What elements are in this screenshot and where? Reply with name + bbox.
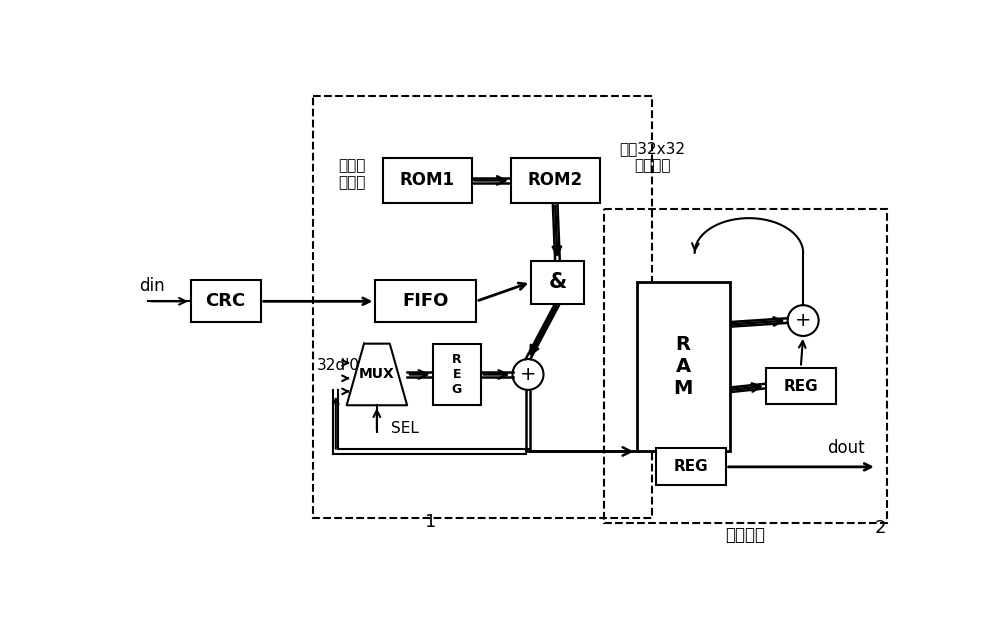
Bar (637, 282, 730, 452)
Bar (531, 261, 584, 303)
Text: R
E
G: R E G (452, 353, 462, 396)
Text: dout: dout (827, 439, 865, 457)
Bar (604, 209, 887, 523)
Text: SEL: SEL (391, 421, 419, 436)
Text: ROM1: ROM1 (400, 171, 455, 190)
Bar (511, 158, 600, 203)
Text: REG: REG (673, 459, 708, 475)
Bar (191, 280, 261, 323)
Text: &: & (548, 272, 567, 292)
Bar (656, 449, 726, 485)
Text: MUX: MUX (359, 368, 395, 381)
Text: CRC: CRC (206, 292, 246, 310)
Text: R
A
M: R A M (673, 335, 693, 398)
Bar (313, 96, 652, 518)
Text: din: din (139, 277, 165, 295)
Bar (433, 344, 481, 405)
Text: +: + (520, 365, 536, 384)
Text: 并串转换: 并串转换 (725, 526, 765, 544)
Text: 2: 2 (875, 520, 886, 538)
Text: 1: 1 (425, 514, 437, 531)
Text: +: + (795, 311, 811, 330)
Text: 存储32x32
生成矩阵: 存储32x32 生成矩阵 (619, 141, 685, 174)
Bar (766, 368, 836, 405)
Text: 存储冻
结比特: 存储冻 结比特 (338, 158, 365, 190)
Text: FIFO: FIFO (403, 292, 449, 310)
Text: ROM2: ROM2 (528, 171, 583, 190)
Text: REG: REG (783, 378, 818, 394)
Bar (383, 158, 472, 203)
Bar (375, 280, 476, 323)
Text: 32d'0: 32d'0 (317, 358, 360, 373)
